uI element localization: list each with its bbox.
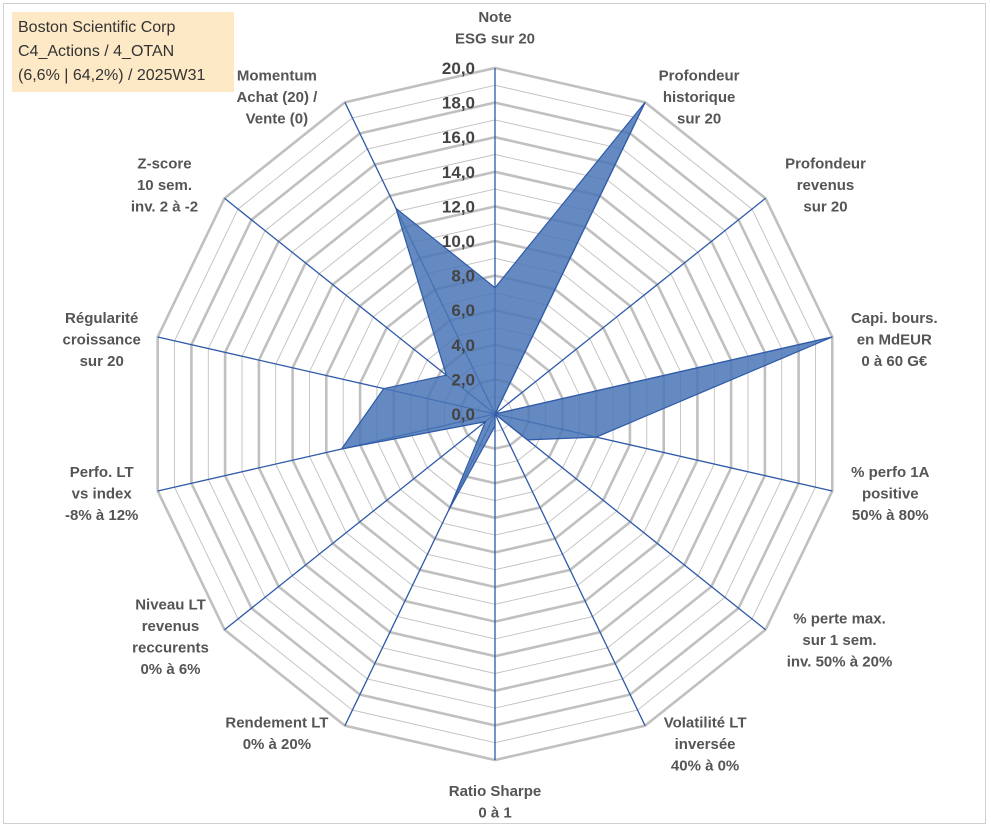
axis-label: sur 20	[803, 198, 847, 215]
axis-label: inv. 2 à -2	[131, 198, 198, 215]
axis-spoke	[494, 413, 766, 631]
axis-label: % perte max.	[793, 611, 886, 628]
tick-label: 12,0	[442, 197, 475, 216]
axis-label: Profondeur	[785, 155, 866, 172]
tick-label: 14,0	[442, 163, 475, 182]
axis-label: % perfo 1A	[851, 464, 930, 481]
axis-label: -8% à 12%	[65, 507, 138, 524]
tick-label: 18,0	[442, 94, 475, 113]
company-info-box: Boston Scientific Corp C4_Actions / 4_OT…	[12, 12, 234, 92]
axis-label: sur 1 sem.	[802, 632, 876, 649]
tick-label: 10,0	[442, 232, 475, 251]
axis-label: inv. 50% à 20%	[787, 654, 893, 671]
axis-label: inversée	[675, 736, 736, 753]
axis-label: positive	[862, 486, 919, 503]
classification: C4_Actions / 4_OTAN	[18, 43, 175, 60]
axis-label: Capi. bours.	[851, 310, 938, 327]
axis-label: croissance	[63, 332, 141, 349]
axis-label: sur 20	[677, 110, 721, 127]
axis-label: sur 20	[80, 353, 124, 370]
axis-label: reccurents	[132, 640, 209, 657]
axis-label: revenus	[797, 177, 855, 194]
radar-series	[340, 101, 833, 511]
axis-label: Perfo. LT	[70, 464, 134, 481]
axis-label: 0 à 1	[478, 805, 511, 822]
axis-label: en MdEUR	[857, 332, 932, 349]
tick-label: 0,0	[451, 405, 475, 424]
axis-label: Achat (20) /	[236, 89, 318, 106]
axis-label: 10 sem.	[137, 177, 192, 194]
axis-label: Vente (0)	[246, 110, 309, 127]
axis-label: Volatilité LT	[664, 715, 747, 732]
tick-label: 20,0	[442, 59, 475, 78]
radar-axis-labels: Note ESG sur 20 Profondeur historique sur 20…	[63, 9, 938, 822]
axis-label: ESG sur 20	[455, 31, 535, 48]
axis-label: 50% à 80%	[852, 507, 929, 524]
tick-label: 16,0	[442, 128, 475, 147]
axis-label: Niveau LT	[135, 597, 206, 614]
axis-spoke	[494, 413, 646, 726]
axis-label: revenus	[142, 618, 200, 635]
axis-label: 0% à 6%	[140, 661, 200, 678]
axis-label: Ratio Sharpe	[449, 783, 542, 800]
axis-label: Profondeur	[659, 67, 740, 84]
tick-label: 8,0	[451, 267, 475, 286]
tick-label: 6,0	[451, 301, 475, 320]
axis-label: 40% à 0%	[671, 758, 739, 775]
tick-label: 4,0	[451, 336, 475, 355]
tick-label: 2,0	[451, 370, 475, 389]
axis-label: Régularité	[65, 310, 138, 327]
axis-label: historique	[663, 89, 736, 106]
axis-label: 0 à 60 G€	[861, 353, 928, 370]
axis-label: Momentum	[237, 67, 317, 84]
axis-label: Note	[478, 9, 511, 26]
axis-spoke	[494, 197, 766, 415]
score-period: (6,6% | 64,2%) / 2025W31	[18, 67, 206, 84]
company-name: Boston Scientific Corp	[18, 19, 176, 36]
axis-label: 0% à 20%	[243, 736, 311, 753]
axis-label: Rendement LT	[225, 715, 328, 732]
radar-tick-labels: 0,0 2,0 4,0 6,0 8,0 10,0 12,0 14,0 16,0 18,0 20,0	[442, 59, 475, 424]
axis-label: Z-score	[137, 155, 191, 172]
axis-spoke	[224, 413, 496, 631]
axis-label: vs index	[72, 486, 133, 503]
